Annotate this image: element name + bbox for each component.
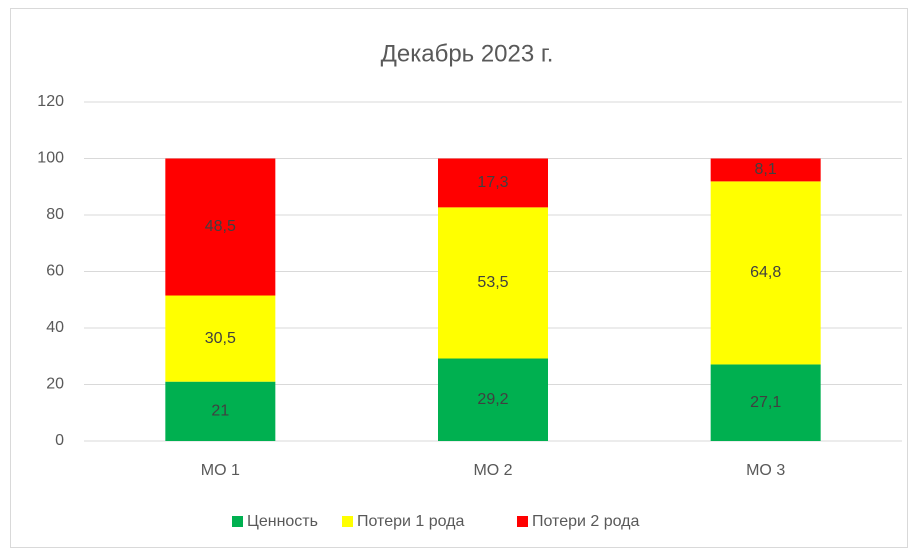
y-tick-label: 60 [46,263,64,280]
legend-swatch [517,516,528,527]
legend-label: Потери 2 рода [532,513,640,530]
legend-label: Потери 1 рода [357,513,465,530]
bar-segment [165,158,276,296]
data-label: 48,5 [205,218,236,235]
y-tick-label: 120 [37,93,64,110]
legend-swatch [342,516,353,527]
bar-segment [438,358,548,441]
data-label: 64,8 [750,264,781,281]
x-tick-label: МО 1 [201,462,240,479]
x-tick-label: МО 2 [473,462,512,479]
bar-segment [710,158,821,182]
data-label: 21 [211,403,229,420]
data-label: 29,2 [477,391,508,408]
y-tick-label: 100 [37,150,64,167]
chart-title: Декабрь 2023 г. [381,40,554,67]
data-label: 17,3 [477,174,508,191]
bar-segment [438,158,548,208]
x-tick-label: МО 3 [746,462,785,479]
bar-segment [165,295,276,382]
bar-segment [710,364,821,441]
legend-swatch [232,516,243,527]
y-tick-label: 20 [46,376,64,393]
y-tick-label: 80 [46,206,64,223]
data-label: 30,5 [205,330,236,347]
data-label: 27,1 [750,394,781,411]
y-tick-label: 40 [46,319,64,336]
data-label: 53,5 [477,274,508,291]
data-label: 8,1 [755,161,777,178]
legend-label: Ценность [247,513,318,530]
bar-segment [438,207,548,359]
y-tick-label: 0 [55,432,64,449]
bar-segment [710,181,821,365]
bar-segment [165,381,276,441]
